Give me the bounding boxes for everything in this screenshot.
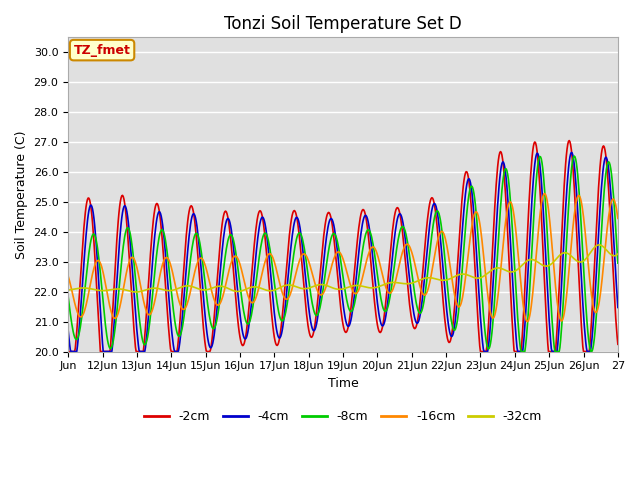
Legend: -2cm, -4cm, -8cm, -16cm, -32cm: -2cm, -4cm, -8cm, -16cm, -32cm (139, 405, 547, 428)
-32cm (64, 287, 72, 293)
-32cm (460, 271, 468, 277)
-4cm (64, 327, 72, 333)
-2cm (73, 329, 81, 335)
Line: -16cm: -16cm (68, 193, 618, 322)
-4cm (67, 348, 75, 354)
-8cm (73, 336, 81, 342)
-16cm (186, 294, 193, 300)
-16cm (460, 290, 467, 296)
-16cm (511, 225, 519, 231)
-16cm (523, 319, 531, 324)
-8cm (64, 294, 72, 300)
-4cm (513, 336, 520, 342)
-4cm (568, 150, 575, 156)
-16cm (529, 291, 536, 297)
-16cm (541, 191, 548, 196)
X-axis label: Time: Time (328, 377, 358, 390)
-16cm (64, 273, 72, 279)
-4cm (74, 343, 81, 349)
-32cm (529, 257, 536, 263)
Line: -4cm: -4cm (68, 153, 618, 351)
-32cm (132, 289, 140, 295)
-32cm (140, 288, 148, 293)
-8cm (511, 280, 519, 286)
-32cm (186, 283, 194, 289)
-2cm (460, 183, 467, 189)
-32cm (73, 286, 81, 291)
-8cm (517, 348, 525, 354)
Line: -32cm: -32cm (68, 245, 618, 292)
-16cm (73, 308, 81, 313)
Line: -2cm: -2cm (68, 141, 618, 351)
-8cm (570, 153, 578, 159)
-4cm (529, 185, 536, 191)
-2cm (511, 348, 519, 354)
-32cm (595, 242, 603, 248)
Line: -8cm: -8cm (68, 156, 618, 351)
Y-axis label: Soil Temperature (C): Soil Temperature (C) (15, 130, 28, 259)
-2cm (186, 208, 193, 214)
-8cm (460, 253, 467, 259)
-32cm (513, 267, 520, 273)
Text: TZ_fmet: TZ_fmet (74, 44, 131, 57)
-8cm (529, 232, 536, 238)
-4cm (140, 348, 148, 354)
-4cm (186, 227, 194, 233)
-16cm (614, 216, 621, 221)
-2cm (565, 138, 573, 144)
-2cm (140, 348, 147, 354)
-8cm (140, 340, 147, 346)
-32cm (614, 251, 621, 257)
-8cm (614, 260, 621, 266)
-4cm (460, 206, 468, 212)
-16cm (140, 297, 147, 302)
-2cm (614, 341, 621, 347)
-2cm (64, 348, 72, 354)
-8cm (186, 268, 193, 274)
-2cm (528, 155, 536, 161)
-4cm (614, 305, 621, 311)
Title: Tonzi Soil Temperature Set D: Tonzi Soil Temperature Set D (224, 15, 462, 33)
